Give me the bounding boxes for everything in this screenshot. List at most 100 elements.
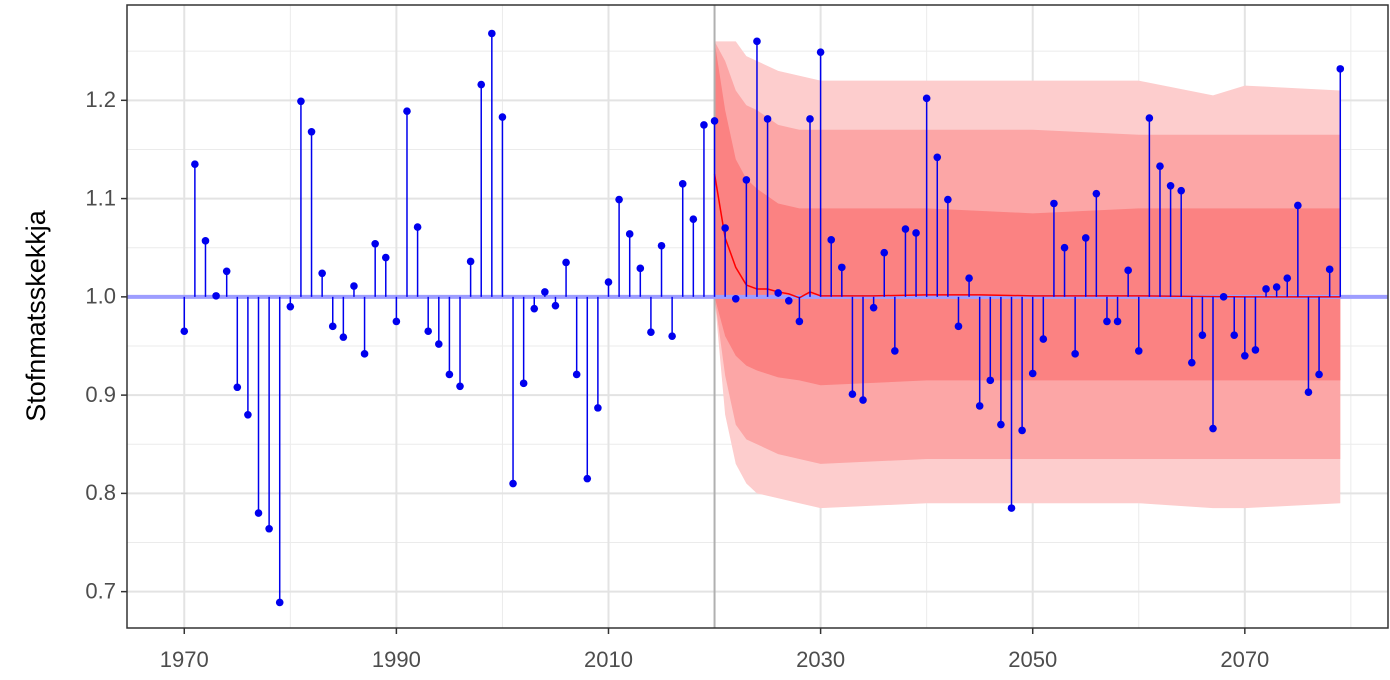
point — [392, 317, 401, 326]
point — [1315, 370, 1323, 379]
point — [562, 258, 570, 267]
point — [1092, 189, 1101, 198]
point — [594, 404, 602, 412]
point — [413, 223, 422, 231]
point — [1283, 274, 1292, 282]
point — [488, 29, 496, 38]
point — [604, 278, 613, 286]
point — [954, 322, 963, 331]
y-axis-label: Stofnmatsskekkja — [21, 209, 51, 422]
point — [1198, 331, 1207, 339]
y-tick-label: 0.7 — [85, 578, 116, 603]
point — [381, 253, 390, 262]
point — [339, 333, 348, 341]
point — [477, 80, 486, 89]
point — [1081, 234, 1090, 242]
point — [1325, 265, 1334, 274]
point — [742, 176, 751, 184]
point — [838, 263, 846, 272]
y-tick-label: 0.9 — [85, 382, 116, 407]
point — [180, 327, 189, 336]
x-tick-label: 1990 — [372, 647, 421, 672]
point — [1209, 424, 1217, 433]
median-line — [713, 173, 1341, 299]
point — [763, 115, 772, 123]
point — [795, 317, 804, 326]
point — [286, 302, 295, 311]
panel-border — [126, 4, 1389, 629]
point — [615, 195, 623, 204]
point — [466, 257, 475, 266]
point — [869, 303, 878, 312]
point — [816, 48, 825, 56]
point — [254, 509, 263, 517]
point — [1241, 352, 1249, 360]
y-tick-label: 1.2 — [85, 87, 116, 112]
point — [328, 322, 337, 331]
point — [403, 107, 411, 115]
point — [212, 292, 220, 300]
point — [530, 304, 539, 313]
point — [827, 236, 836, 244]
point — [700, 121, 708, 129]
point — [933, 153, 942, 162]
y-tick-label: 0.8 — [85, 480, 116, 505]
point — [774, 289, 782, 297]
point — [678, 180, 687, 188]
point — [318, 269, 326, 278]
x-tick-label: 1970 — [160, 647, 209, 672]
point — [901, 225, 910, 233]
point — [498, 113, 507, 121]
point — [583, 474, 592, 483]
point — [636, 264, 645, 273]
point — [244, 410, 252, 419]
point — [572, 370, 581, 379]
point — [880, 248, 889, 257]
point — [297, 97, 305, 106]
point — [275, 598, 284, 607]
point — [922, 94, 931, 103]
x-tick-label: 2050 — [1008, 647, 1057, 672]
point — [891, 347, 899, 355]
point — [944, 195, 952, 204]
point — [784, 296, 793, 305]
point — [1272, 283, 1281, 291]
point — [1262, 285, 1270, 293]
point — [1177, 186, 1185, 195]
point — [1007, 504, 1016, 512]
point — [1134, 347, 1143, 355]
point — [307, 127, 316, 136]
point — [1336, 65, 1345, 73]
point — [201, 237, 210, 245]
point — [689, 215, 698, 224]
y-tick-label: 1.0 — [85, 284, 116, 309]
point — [1028, 369, 1037, 378]
point — [1060, 243, 1069, 252]
point — [721, 224, 729, 232]
point — [424, 327, 432, 336]
point — [965, 274, 973, 282]
point — [350, 282, 358, 290]
point — [551, 301, 560, 310]
point — [435, 340, 443, 348]
point — [1187, 358, 1196, 367]
point — [731, 295, 740, 303]
x-tick-label: 2030 — [796, 647, 845, 672]
x-tick-label: 2070 — [1220, 647, 1269, 672]
point — [859, 396, 867, 404]
point — [753, 37, 761, 46]
point — [657, 241, 666, 250]
point — [1124, 266, 1132, 275]
point — [1103, 317, 1111, 326]
point — [541, 288, 549, 296]
point — [1294, 201, 1302, 210]
point — [509, 479, 517, 488]
point — [848, 390, 857, 398]
point — [1071, 350, 1079, 358]
point — [1113, 317, 1122, 326]
point — [1251, 346, 1260, 354]
point — [519, 379, 528, 388]
point — [1039, 335, 1048, 343]
point — [191, 160, 199, 168]
